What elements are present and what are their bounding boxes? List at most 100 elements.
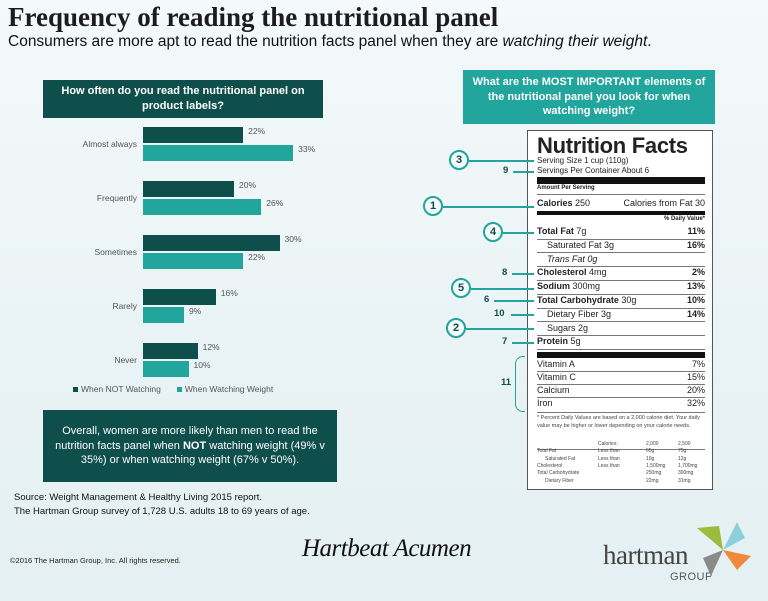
- dv-table-cell: Total Carbohydrate: [537, 470, 580, 477]
- divider: [537, 371, 705, 372]
- nutrient-amount: Trans Fat 0g: [547, 253, 598, 264]
- category-label: Frequently: [96, 193, 137, 203]
- nutrient-row: Cholesterol 4mg 2%: [537, 267, 705, 277]
- divider: [537, 321, 705, 323]
- divider: [537, 211, 705, 215]
- category-label: Almost always: [82, 139, 137, 149]
- dv-table-cell: Saturated Fat: [545, 455, 576, 462]
- footnote: * Percent Daily Values are based on a 2,…: [537, 415, 700, 429]
- vitamin-dv: 7%: [691, 359, 705, 369]
- nutrient-name: Total Fat: [537, 226, 574, 236]
- nutrient-row: Total Fat 7g 11%: [537, 226, 705, 236]
- nutrient-amount: Dietary Fiber 3g: [547, 308, 612, 319]
- dv-table-cell: Cholesterol: [537, 462, 563, 469]
- dv-table-cell: 31mg: [678, 477, 691, 484]
- chart-title: How often do you read the nutritional pa…: [43, 80, 323, 118]
- bar-not-watching: [143, 235, 280, 251]
- divider: [537, 384, 705, 385]
- divider: [537, 307, 705, 309]
- nutrient-dv: 14%: [686, 308, 705, 319]
- nutrient-amount: 5g: [570, 336, 581, 347]
- bar-not-watching: [143, 289, 216, 305]
- hartman-logo: hartman GROUP: [603, 522, 751, 583]
- category-label: Never: [114, 355, 137, 365]
- vitamin-name: Vitamin A: [537, 359, 575, 369]
- vitamin-name: Vitamin C: [537, 372, 576, 382]
- divider: [537, 279, 705, 281]
- dv-table-cell: Less than: [598, 455, 620, 462]
- note-text-end: watching weight (49% v 35%) or when watc…: [80, 439, 325, 467]
- callout-line: [513, 171, 534, 173]
- callout-sugars: 2: [446, 318, 466, 338]
- data-label: 22%: [248, 126, 266, 136]
- callout-line: [466, 328, 534, 330]
- dv-header-text: % Daily Value*: [663, 216, 705, 222]
- dv-table-cell: 10g: [646, 455, 655, 462]
- vitamin-row: Vitamin C 15%: [537, 372, 705, 382]
- dv-table-cell: 65g: [646, 448, 655, 455]
- divider: [537, 449, 705, 450]
- bar-watching: [143, 361, 189, 377]
- right-question: What are the MOST IMPORTANT elements of …: [463, 70, 715, 124]
- subtitle-text: Consumers are more apt to read the nutri…: [8, 33, 503, 50]
- callout-calories: 1: [423, 196, 443, 216]
- copyright: ©2016 The Hartman Group, Inc. All rights…: [10, 556, 181, 565]
- dv-table-cell: 75g: [678, 448, 687, 455]
- source: Source: Weight Management & Healthy Livi…: [14, 491, 310, 519]
- nutrient-amount: Sugars 2g: [547, 322, 589, 333]
- data-label: 30%: [284, 234, 302, 244]
- calories-row: Calories 250 Calories from Fat 30: [537, 198, 705, 208]
- category-label: Rarely: [112, 301, 137, 311]
- nutrient-row: Trans Fat 0g: [537, 254, 705, 264]
- dv-table-cell: 2,500: [678, 441, 691, 447]
- category-label: Sometimes: [94, 247, 137, 257]
- callout-vitamins: 11: [501, 377, 512, 388]
- bar-not-watching: [143, 127, 244, 143]
- nutrient-row: Protein 5g: [537, 336, 705, 346]
- nutrient-amount: 7g: [576, 226, 587, 236]
- callout-brace: [515, 356, 525, 412]
- nutrient-dv: 16%: [686, 239, 705, 250]
- dv-table-cell: 1,700mg: [678, 462, 698, 469]
- source-line: Source: Weight Management & Healthy Livi…: [14, 492, 263, 503]
- bar-not-watching: [143, 343, 198, 359]
- divider: [537, 266, 705, 268]
- nutrient-row: Dietary Fiber 3g 14%: [537, 309, 705, 319]
- nutrient-amount: 4mg: [589, 267, 607, 278]
- nutrient-name: Protein: [537, 336, 569, 347]
- vitamin-dv: 20%: [686, 385, 705, 395]
- callout-protein: 7: [502, 336, 508, 347]
- divider: [537, 348, 705, 350]
- subtitle: Consumers are more apt to read the nutri…: [8, 33, 652, 51]
- callout-fiber: 10: [494, 308, 505, 319]
- nutrient-amount: Saturated Fat 3g: [547, 239, 615, 250]
- legend-label: When Watching Weight: [184, 384, 274, 394]
- vitamin-name: Calcium: [537, 385, 570, 395]
- callout-line: [512, 273, 534, 275]
- calories-from-fat: Calories from Fat 30: [623, 198, 705, 208]
- divider: [537, 412, 705, 413]
- divider: [537, 177, 705, 184]
- dv-table-cell: 1,500mg: [646, 462, 666, 469]
- callout-line: [503, 232, 534, 234]
- vitamin-row: Vitamin A 7%: [537, 359, 705, 369]
- legend-item-not-watching: When NOT Watching: [73, 384, 161, 394]
- note-text: Overall, women are more likely than men …: [55, 424, 318, 452]
- legend-item-watching: When Watching Weight: [176, 384, 274, 394]
- bar-watching: [143, 199, 262, 215]
- subtitle-end: .: [647, 33, 652, 50]
- divider: [537, 335, 705, 337]
- data-label: 12%: [202, 342, 220, 352]
- nutrient-row: Sugars 2g: [537, 323, 705, 333]
- nutrient-row: Sodium 300mg 13%: [537, 281, 705, 291]
- bar-watching: [143, 307, 184, 323]
- bar-not-watching: [143, 181, 234, 197]
- vitamin-name: Iron: [537, 398, 553, 408]
- callout-line: [494, 300, 534, 302]
- nutrient-name: Total Carbohydrate: [537, 295, 619, 305]
- nutrient-dv: 13%: [686, 281, 705, 292]
- dv-table-cell: 12g: [678, 455, 687, 462]
- legend-swatch: [176, 387, 182, 393]
- page-title: Frequency of reading the nutritional pan…: [8, 2, 499, 32]
- calories-value: 250: [575, 198, 591, 208]
